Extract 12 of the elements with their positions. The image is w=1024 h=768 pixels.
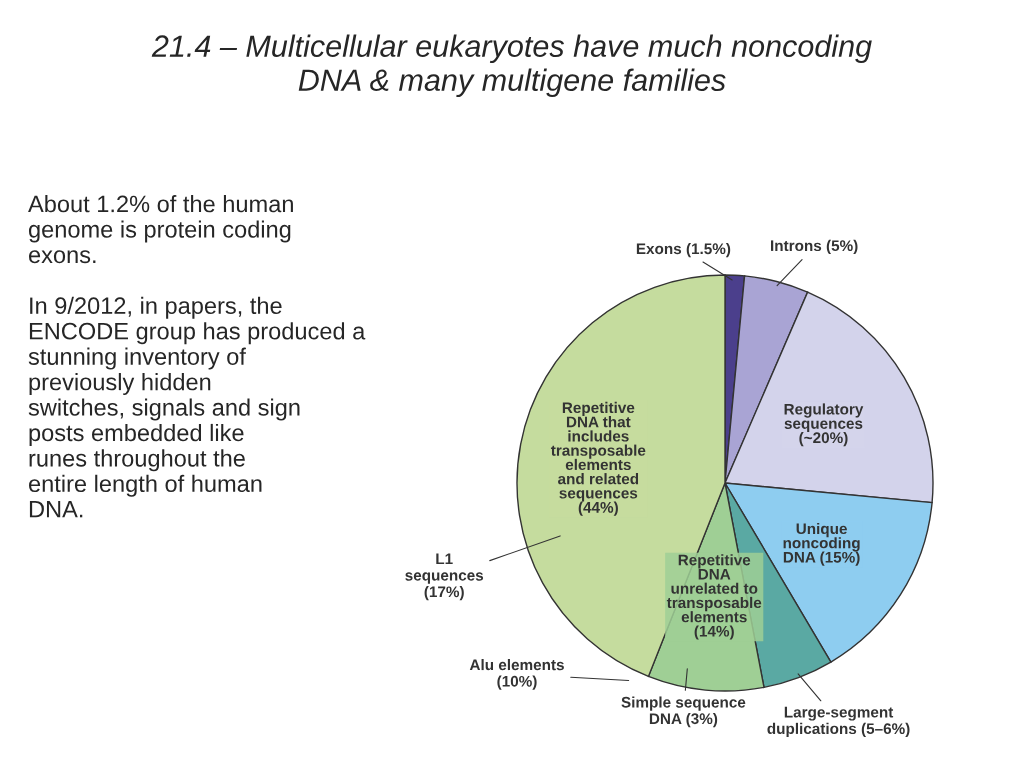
text: Simple sequence DNA (3%) [621, 696, 746, 728]
slice-label: Repetitive DNA that includes transposable elements and related sequences (44%) [550, 401, 646, 516]
slice-label: Unique noncoding DNA (15%) [783, 522, 860, 566]
text: Alu elements (10%) [469, 659, 564, 690]
slice-label: Regulatory sequences (~20%) [784, 403, 864, 447]
text: L1 sequences (17%) [405, 553, 484, 601]
slice-label: Exons (1.5%) [636, 242, 731, 258]
slice-label: Introns (5%) [771, 239, 858, 255]
slice-label: Repetitive DNA unrelated to transposable elements (14%) [666, 554, 762, 640]
chart-title: 21.4 – Multicellular eukaryotes have much noncoding DNA & many multigene families [151, 34, 872, 98]
text: About 1.2% of the human genome is protein coding exons. In 9/2012, in papers, the ENCODE group has produced a stunning inventory of previously hidden switches, signals and sign posts embedded like runes throughout the entire length of human DNA. [28, 195, 366, 518]
slice-label: Large-segment duplications (5–6%) [767, 706, 910, 738]
